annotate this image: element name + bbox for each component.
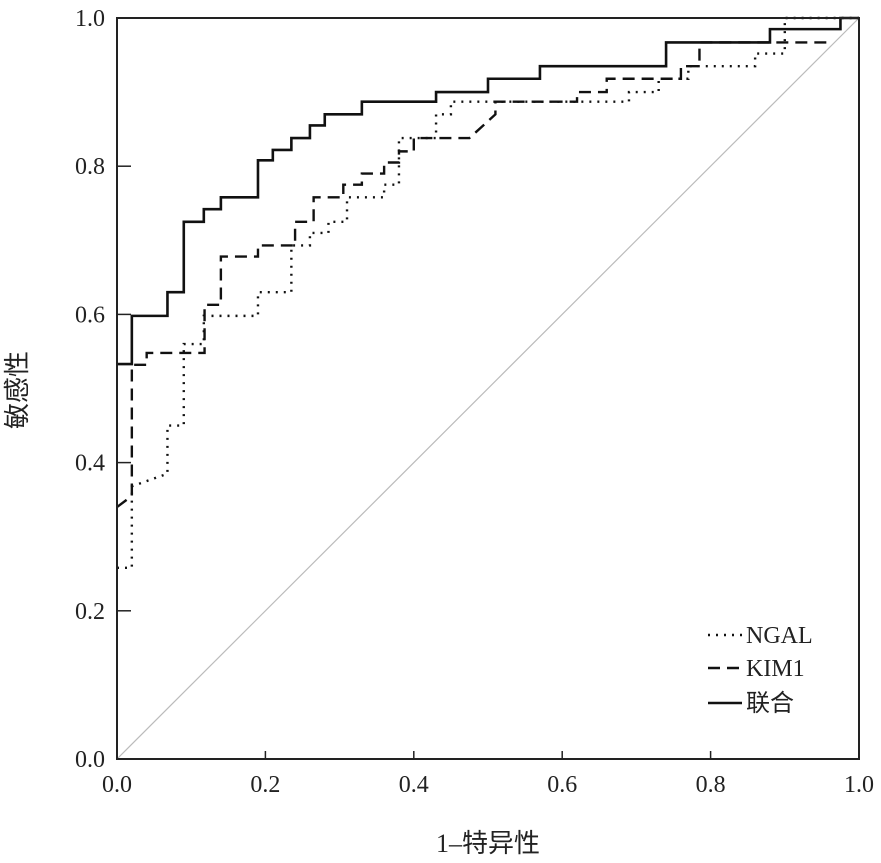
y-tick-label: 0.0 <box>75 747 105 773</box>
reference-diagonal <box>116 17 860 760</box>
x-axis-label: 1–特异性 <box>436 829 540 858</box>
legend-label: 联合 <box>746 690 794 717</box>
y-tick-label: 0.8 <box>75 154 105 180</box>
y-axis-label: 敏感性 <box>3 351 32 429</box>
x-tick-label: 0.2 <box>250 772 280 798</box>
x-tick-label: 0.4 <box>399 772 429 798</box>
roc-curve-solid <box>117 16 859 366</box>
x-tick-label: 0.0 <box>102 772 132 798</box>
x-tick-label: 1.0 <box>844 772 874 798</box>
legend: NGAL KIM1 联合 <box>708 623 813 717</box>
y-tick-label: 0.4 <box>75 451 105 477</box>
x-tick-label: 0.6 <box>547 772 577 798</box>
plot-frame <box>116 17 860 760</box>
x-tick-label: 0.8 <box>696 772 726 798</box>
y-tick-label: 0.2 <box>75 599 105 625</box>
legend-label: KIM1 <box>746 656 805 682</box>
y-tick-label: 1.0 <box>75 6 105 32</box>
roc-curve-dotted <box>117 16 859 570</box>
roc-curve-dashed <box>116 41 830 509</box>
legend-label: NGAL <box>746 623 813 649</box>
y-tick-label: 0.6 <box>75 302 105 328</box>
